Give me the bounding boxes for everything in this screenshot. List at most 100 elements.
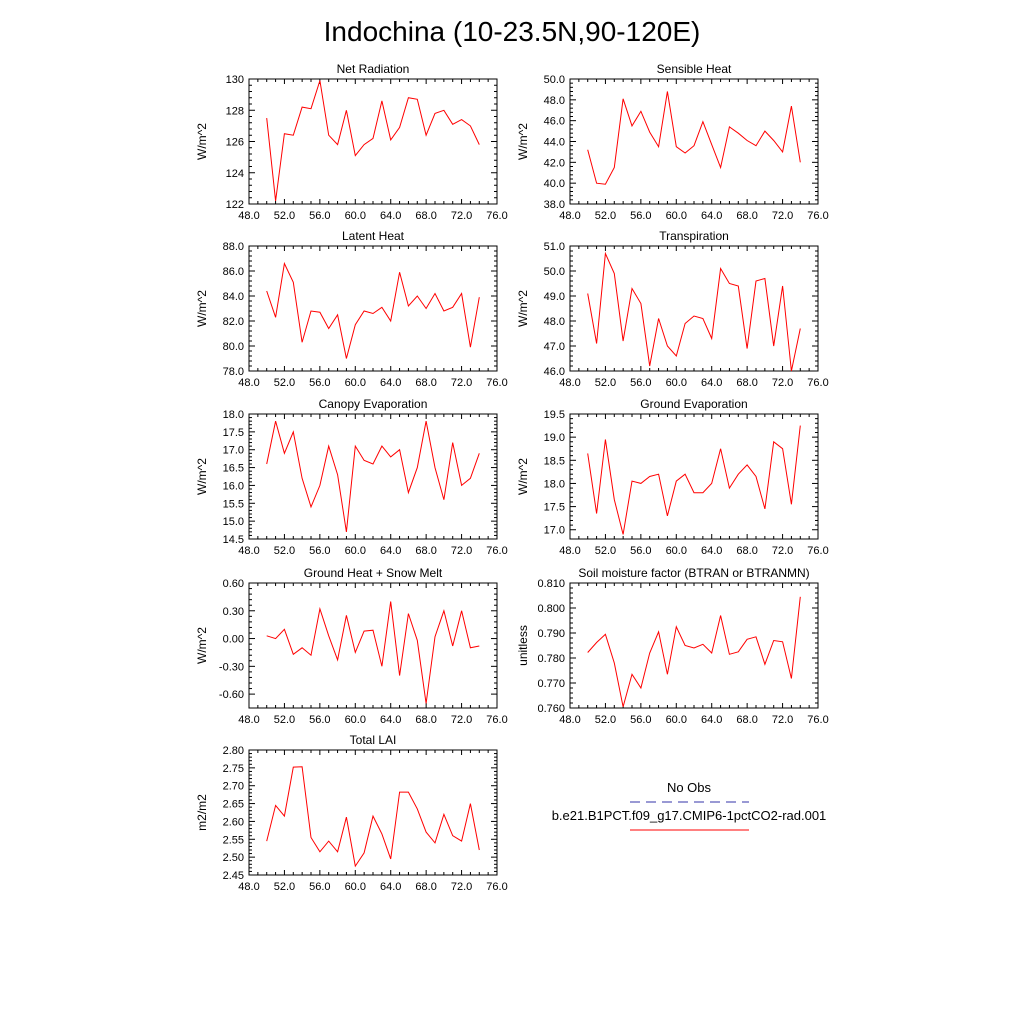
y-tick-label: 17.0 [223, 445, 244, 457]
x-tick-label: 64.0 [380, 210, 401, 222]
y-tick-label: 82.0 [223, 316, 244, 328]
x-tick-label: 68.0 [736, 714, 757, 726]
y-tick-label: 50.0 [544, 74, 565, 86]
y-tick-label: 2.65 [223, 799, 244, 811]
series-line [587, 91, 801, 185]
y-tick-label: 128 [226, 105, 244, 117]
y-tick-label: 17.5 [223, 427, 244, 439]
y-tick-label: 16.5 [223, 463, 244, 475]
panel-title: Latent Heat [342, 229, 405, 243]
y-tick-label: 0.30 [223, 606, 244, 618]
panel-1: 48.0 52.0 56.0 60.0 64.0 68.0 72.0 76.0 122 124 12… [195, 62, 508, 222]
y-tick-label: 0.60 [223, 578, 244, 590]
y-tick-label: 46.0 [544, 116, 565, 128]
x-tick-label: 52.0 [595, 714, 616, 726]
x-tick-label: 48.0 [238, 714, 259, 726]
panel-title: Ground Heat + Snow Melt [304, 566, 443, 580]
x-tick-label: 48.0 [238, 545, 259, 557]
x-tick-label: 60.0 [345, 881, 366, 893]
x-tick-label: 52.0 [274, 881, 295, 893]
y-tick-label: 15.5 [223, 498, 244, 510]
panel-3: 48.0 52.0 56.0 60.0 64.0 68.0 72.0 76.0 78.0 80.0… [195, 229, 508, 389]
y-axis-label: m2/m2 [195, 794, 209, 831]
x-tick-label: 52.0 [595, 545, 616, 557]
panel-title: Net Radiation [337, 62, 410, 76]
x-tick-label: 64.0 [701, 210, 722, 222]
x-tick-label: 76.0 [486, 377, 507, 389]
legend-obs-label: No Obs [667, 780, 712, 795]
y-tick-label: 18.0 [544, 478, 565, 490]
x-tick-label: 60.0 [345, 714, 366, 726]
x-tick-label: 68.0 [415, 377, 436, 389]
y-tick-label: 47.0 [544, 341, 565, 353]
panel-6: 48.0 52.0 56.0 60.0 64.0 68.0 72.0 76.0 17.0 17.5… [516, 397, 829, 557]
x-tick-label: 76.0 [486, 210, 507, 222]
x-tick-label: 76.0 [807, 377, 828, 389]
x-tick-label: 76.0 [807, 210, 828, 222]
x-tick-label: 60.0 [666, 714, 687, 726]
panel-4: 48.0 52.0 56.0 60.0 64.0 68.0 72.0 76.0 46.0 47.0… [516, 229, 829, 389]
x-tick-label: 52.0 [274, 377, 295, 389]
y-tick-label: 40.0 [544, 178, 565, 190]
plot-frame [569, 413, 819, 540]
x-tick-label: 64.0 [701, 714, 722, 726]
y-tick-label: 2.55 [223, 834, 244, 846]
x-tick-label: 56.0 [630, 377, 651, 389]
y-tick-label: 38.0 [544, 199, 565, 211]
y-tick-label: 16.0 [223, 480, 244, 492]
x-tick-label: 52.0 [274, 210, 295, 222]
y-tick-label: 0.770 [537, 678, 565, 690]
x-tick-label: 48.0 [559, 210, 580, 222]
panel-title: Canopy Evaporation [319, 397, 428, 411]
series-line [266, 766, 480, 868]
x-tick-label: 64.0 [701, 545, 722, 557]
x-tick-label: 68.0 [415, 881, 436, 893]
x-tick-label: 56.0 [630, 545, 651, 557]
panel-7: 48.0 52.0 56.0 60.0 64.0 68.0 72.0 76.0 -0.60 -0.… [195, 566, 508, 726]
panel-2: 48.0 52.0 56.0 60.0 64.0 68.0 72.0 76.0 38.0 40.0… [516, 62, 829, 222]
x-tick-label: 48.0 [559, 714, 580, 726]
y-tick-label: 19.5 [544, 409, 565, 421]
x-tick-label: 52.0 [595, 210, 616, 222]
y-tick-label: 0.810 [537, 578, 565, 590]
x-tick-label: 72.0 [451, 714, 472, 726]
x-tick-label: 72.0 [772, 210, 793, 222]
x-tick-label: 60.0 [345, 545, 366, 557]
series-line [266, 601, 480, 704]
x-tick-label: 68.0 [736, 210, 757, 222]
panel-5: 48.0 52.0 56.0 60.0 64.0 68.0 72.0 76.0 14.5 15.0… [195, 397, 508, 557]
panel-title: Soil moisture factor (BTRAN or BTRANMN) [578, 566, 809, 580]
panel-title: Transpiration [659, 229, 729, 243]
y-tick-label: 0.760 [537, 703, 565, 715]
y-tick-label: 14.5 [223, 534, 244, 546]
x-tick-label: 56.0 [309, 714, 330, 726]
x-tick-label: 60.0 [666, 377, 687, 389]
x-tick-label: 64.0 [701, 377, 722, 389]
y-axis-label: W/m^2 [195, 458, 209, 495]
x-tick-label: 76.0 [486, 714, 507, 726]
y-tick-label: 2.60 [223, 816, 244, 828]
y-tick-label: 86.0 [223, 266, 244, 278]
y-tick-label: 2.80 [223, 745, 244, 757]
y-axis-label: W/m^2 [195, 290, 209, 327]
x-tick-label: 64.0 [380, 714, 401, 726]
plot-frame [248, 749, 498, 876]
y-tick-label: 78.0 [223, 366, 244, 378]
y-tick-label: 18.5 [544, 455, 565, 467]
y-axis-label: unitless [516, 625, 530, 666]
x-tick-label: 76.0 [807, 545, 828, 557]
x-tick-label: 48.0 [238, 881, 259, 893]
x-tick-label: 48.0 [559, 545, 580, 557]
x-tick-label: 68.0 [736, 545, 757, 557]
x-tick-label: 72.0 [772, 377, 793, 389]
y-tick-label: 48.0 [544, 316, 565, 328]
plot-frame [569, 582, 819, 709]
y-tick-label: 44.0 [544, 137, 565, 149]
x-tick-label: 76.0 [486, 881, 507, 893]
y-tick-label: 0.780 [537, 653, 565, 665]
y-tick-label: -0.60 [219, 689, 244, 701]
x-tick-label: 52.0 [595, 377, 616, 389]
legend: No Obs b.e21.B1PCT.f09_g17.CMIP6-1pctCO2… [552, 780, 826, 831]
x-tick-label: 56.0 [630, 210, 651, 222]
